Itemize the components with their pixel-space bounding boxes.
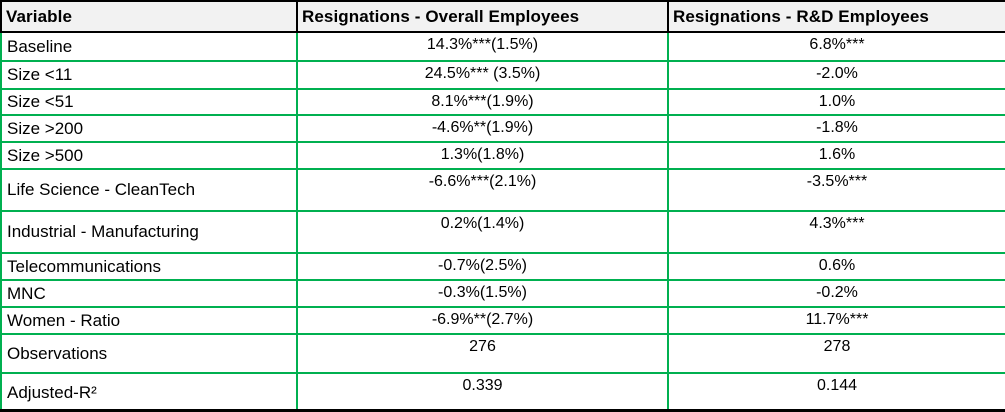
- row-label: Adjusted-R²: [0, 372, 298, 409]
- value-rd-employees: -1.8%: [667, 114, 1005, 143]
- row-label: Women - Ratio: [0, 306, 298, 335]
- value-overall-employees: 8.1%***(1.9%): [296, 88, 669, 116]
- row-label: Observations: [0, 333, 298, 374]
- table-row: Baseline 14.3%***(1.5%) 6.8%***: [0, 31, 1005, 62]
- value-rd-employees: -0.2%: [667, 279, 1005, 308]
- row-label: Baseline: [0, 31, 298, 62]
- table-row: Women - Ratio -6.9%**(2.7%) 11.7%***: [0, 306, 1005, 335]
- table-row: Size >500 1.3%(1.8%) 1.6%: [0, 141, 1005, 170]
- table-body: Baseline 14.3%***(1.5%) 6.8%*** Size <11 24.…: [0, 31, 1005, 409]
- table-row: Size <51 8.1%***(1.9%) 1.0%: [0, 88, 1005, 116]
- table-row: Telecommunications -0.7%(2.5%) 0.6%: [0, 252, 1005, 281]
- value-overall-employees: -6.9%**(2.7%): [296, 306, 669, 335]
- row-label: Telecommunications: [0, 252, 298, 281]
- value-rd-employees: 0.144: [667, 372, 1005, 409]
- table-row: Size >200 -4.6%**(1.9%) -1.8%: [0, 114, 1005, 143]
- value-rd-employees: -2.0%: [667, 60, 1005, 90]
- row-label: Size <51: [0, 88, 298, 116]
- value-overall-employees: -4.6%**(1.9%): [296, 114, 669, 143]
- value-overall-employees: 276: [296, 333, 669, 374]
- table-row: Observations 276 278: [0, 333, 1005, 374]
- row-label: MNC: [0, 279, 298, 308]
- row-label: Size <11: [0, 60, 298, 90]
- table-row: Life Science - CleanTech -6.6%***(2.1%) -3…: [0, 168, 1005, 212]
- row-label: Size >200: [0, 114, 298, 143]
- value-overall-employees: 1.3%(1.8%): [296, 141, 669, 170]
- value-overall-employees: 0.339: [296, 372, 669, 409]
- col-header-rd-employees: Resignations - R&D Employees: [667, 0, 1005, 33]
- value-overall-employees: 0.2%(1.4%): [296, 210, 669, 254]
- col-header-overall-employees: Resignations - Overall Employees: [296, 0, 669, 33]
- value-overall-employees: -0.7%(2.5%): [296, 252, 669, 281]
- table-row: MNC -0.3%(1.5%) -0.2%: [0, 279, 1005, 308]
- value-rd-employees: 4.3%***: [667, 210, 1005, 254]
- row-label: Industrial - Manufacturing: [0, 210, 298, 254]
- value-rd-employees: 1.6%: [667, 141, 1005, 170]
- value-rd-employees: -3.5%***: [667, 168, 1005, 212]
- header-row: Variable Resignations - Overall Employee…: [0, 0, 1005, 33]
- value-overall-employees: 14.3%***(1.5%): [296, 31, 669, 62]
- row-label: Size >500: [0, 141, 298, 170]
- value-rd-employees: 0.6%: [667, 252, 1005, 281]
- table-row: Size <11 24.5%*** (3.5%) -2.0%: [0, 60, 1005, 90]
- table-row: Industrial - Manufacturing 0.2%(1.4%) 4.3%…: [0, 210, 1005, 254]
- row-label: Life Science - CleanTech: [0, 168, 298, 212]
- col-header-variable: Variable: [0, 0, 298, 33]
- value-rd-employees: 11.7%***: [667, 306, 1005, 335]
- value-overall-employees: -6.6%***(2.1%): [296, 168, 669, 212]
- value-rd-employees: 6.8%***: [667, 31, 1005, 62]
- value-rd-employees: 278: [667, 333, 1005, 374]
- value-overall-employees: -0.3%(1.5%): [296, 279, 669, 308]
- value-rd-employees: 1.0%: [667, 88, 1005, 116]
- table-row: Adjusted-R² 0.339 0.144: [0, 372, 1005, 409]
- value-overall-employees: 24.5%*** (3.5%): [296, 60, 669, 90]
